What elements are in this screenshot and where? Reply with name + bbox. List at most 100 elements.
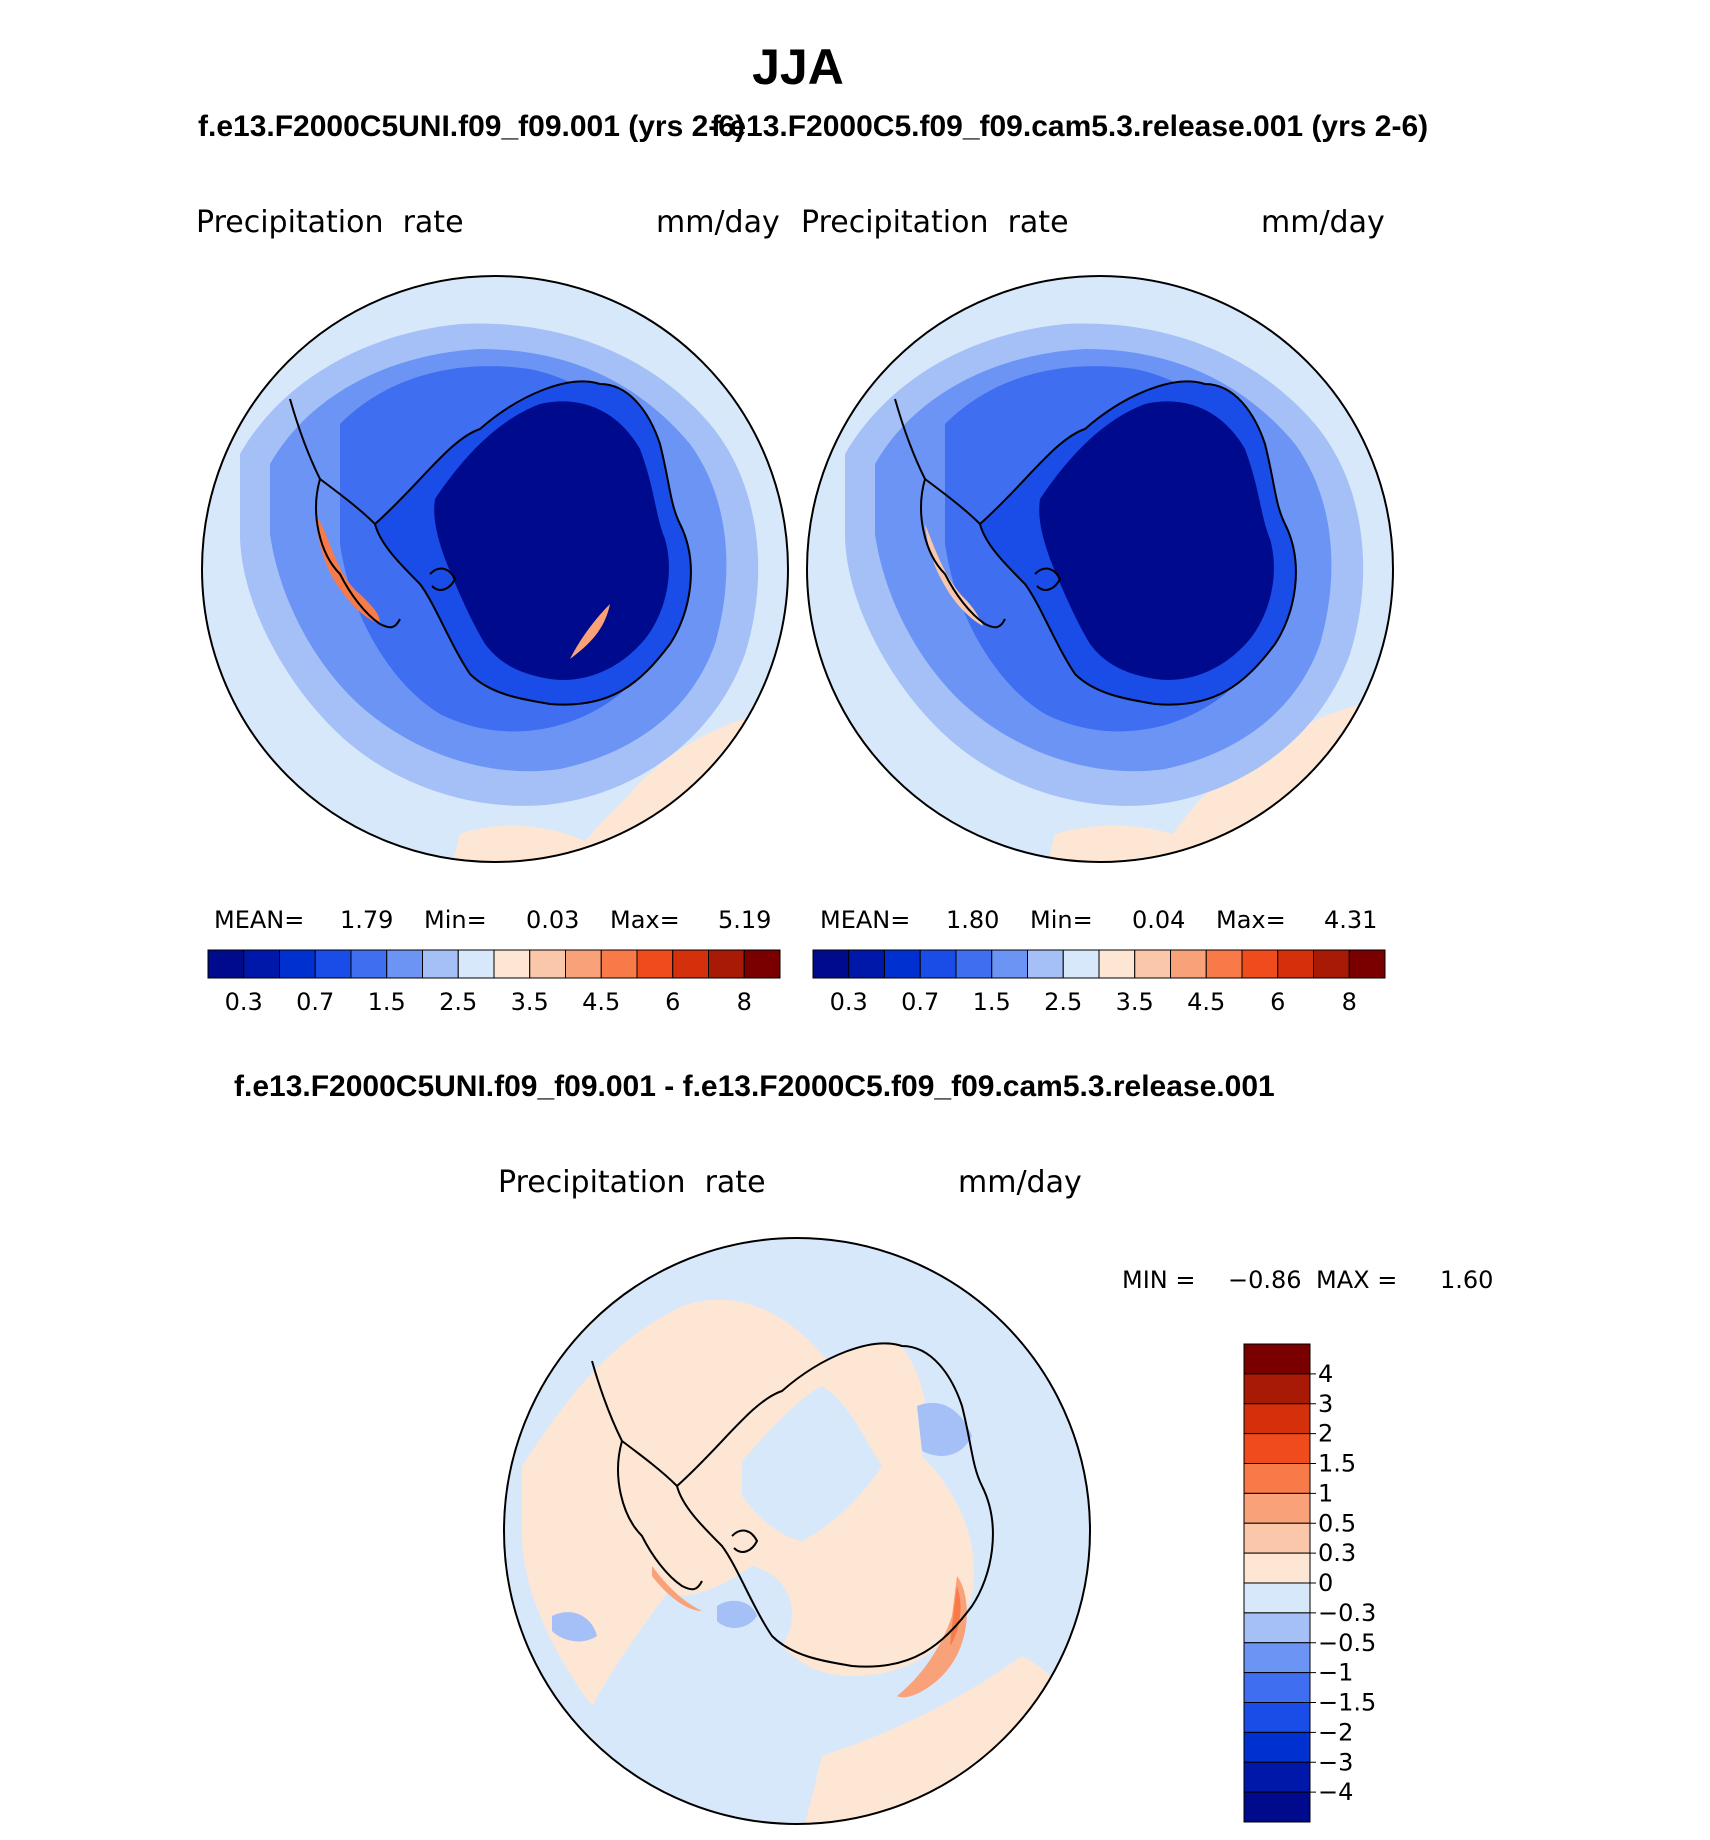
colorbar-swatch (457, 949, 495, 979)
colorbar-swatch (708, 949, 745, 979)
negative-region (917, 1402, 972, 1456)
colorbar-tick-label: 6 (1270, 988, 1285, 1016)
page-title: JJA (752, 39, 844, 95)
colorbar-swatch (207, 949, 245, 979)
colorbar-swatch (1243, 1433, 1311, 1464)
colorbar-swatch (1243, 1463, 1311, 1494)
colorbar-tick-label: 2.5 (439, 988, 477, 1016)
colorbar-swatch (848, 949, 885, 979)
colorbar-swatch (991, 949, 1028, 979)
panel2-units: mm/day (1261, 205, 1385, 240)
colorbar-swatch (1243, 1582, 1311, 1614)
colorbar-tick-label: −2 (1318, 1718, 1353, 1746)
colorbar-tick-label: −0.5 (1318, 1629, 1376, 1657)
colorbar-swatch (1243, 1642, 1311, 1674)
colorbar-tick-label: 3.5 (1116, 988, 1154, 1016)
coast-positive (897, 1576, 967, 1698)
colorbar-tick-label: −1 (1318, 1659, 1353, 1687)
colorbar-swatch (1241, 949, 1279, 979)
colorbar-tick-label: 3 (1318, 1390, 1333, 1418)
colorbar-swatch (884, 949, 921, 979)
peninsula-precip-high (925, 524, 983, 626)
colorbar-tick-label: 4.5 (582, 988, 620, 1016)
colorbar-swatch (1027, 949, 1064, 979)
colorbar-swatch (1134, 949, 1171, 979)
coastline (894, 380, 1297, 706)
panel3-min-label: MIN = (1122, 1266, 1196, 1294)
colorbar-panel-2: 0.3 0.7 1.5 2.5 3.5 4.5 6 8 (812, 949, 1386, 1016)
colorbar-swatch (1243, 1791, 1311, 1823)
colorbar-tick-label: 1.5 (973, 988, 1011, 1016)
colorbar-swatch (955, 949, 993, 979)
colorbar-tick-label: 3.5 (511, 988, 549, 1016)
panel1-min-label: Min= (424, 906, 487, 934)
colorbar-swatch (1243, 1492, 1311, 1524)
colorbar-swatch (1243, 1522, 1311, 1554)
colorbar-panel-1: 0.3 0.7 1.5 2.5 3.5 4.5 6 8 (207, 949, 781, 1016)
colorbar-swatch (1062, 949, 1100, 979)
colorbar-swatch (243, 949, 280, 979)
panel1-min-value: 0.03 (526, 906, 580, 934)
colorbar-tick-label: 6 (665, 988, 680, 1016)
colorbar-swatch (672, 949, 709, 979)
colorbar-tick-label: 0.5 (1318, 1509, 1356, 1537)
colorbar-tick-label: 1.5 (368, 988, 406, 1016)
map-panel-3 (503, 1237, 1091, 1825)
colorbar-swatch (1277, 949, 1314, 979)
colorbar-tick-label: 2.5 (1044, 988, 1082, 1016)
colorbar-swatch (600, 949, 638, 979)
map-boundary (806, 275, 1394, 863)
continent-interior (434, 401, 669, 680)
panel3-variable: Precipitation rate (498, 1165, 766, 1200)
colorbar-swatch (350, 949, 388, 979)
colorbar-swatch (743, 949, 781, 979)
colorbar-tick-label: 0.7 (296, 988, 334, 1016)
panel1-variable: Precipitation rate (196, 205, 464, 240)
colorbar-tick-label: 2 (1318, 1420, 1333, 1448)
panel2-mean-value: 1.80 (946, 906, 1000, 934)
negative-region (552, 1612, 597, 1642)
panel3-units: mm/day (958, 1165, 1082, 1200)
case1-title: f.e13.F2000C5UNI.f09_f09.001 (yrs 2-6) (198, 110, 745, 143)
colorbar-swatch (1243, 1552, 1311, 1584)
colorbar-tick-label: 4 (1318, 1360, 1333, 1388)
panel2-max-label: Max= (1216, 906, 1286, 934)
negative-region (717, 1600, 757, 1628)
colorbar-swatch (812, 949, 850, 979)
colorbar-tick-label: −3 (1318, 1748, 1353, 1776)
colorbar-swatch (386, 949, 423, 979)
colorbar-swatch (1243, 1612, 1311, 1644)
peninsula-precip-high (570, 604, 610, 659)
map-panel-1 (201, 275, 789, 863)
panel2-min-value: 0.04 (1132, 906, 1186, 934)
continent-interior-negative (742, 1386, 882, 1541)
colorbar-tick-label: 0 (1318, 1569, 1333, 1597)
colorbar-swatch (1243, 1343, 1311, 1375)
colorbar-tick-label: 0.3 (225, 988, 263, 1016)
panel2-min-label: Min= (1030, 906, 1093, 934)
map-panel-2 (806, 275, 1394, 863)
colorbar-swatch (1243, 1373, 1311, 1405)
colorbar-swatch (1313, 949, 1350, 979)
colorbar-swatch (1243, 1731, 1311, 1763)
colorbar-tick-label: −1.5 (1318, 1689, 1376, 1717)
continent-interior (1039, 401, 1274, 680)
colorbar-swatch (565, 949, 602, 979)
colorbar-swatch (1243, 1672, 1311, 1703)
panel1-mean-label: MEAN= (214, 906, 305, 934)
colorbar-swatch (314, 949, 352, 979)
colorbar-swatch (919, 949, 957, 979)
colorbar-swatch (493, 949, 531, 979)
peninsula-precip-high (315, 514, 380, 624)
colorbar-tick-label: 4.5 (1187, 988, 1225, 1016)
colorbar-swatch (1243, 1761, 1311, 1793)
colorbar-tick-label: 0.7 (901, 988, 939, 1016)
colorbar-tick-label: 8 (1342, 988, 1357, 1016)
map-boundary (503, 1237, 1091, 1825)
panel2-variable: Precipitation rate (801, 205, 1069, 240)
colorbar-swatch (1098, 949, 1136, 979)
colorbar-tick-label: 1.5 (1318, 1450, 1356, 1478)
panel1-mean-value: 1.79 (340, 906, 394, 934)
panel1-max-label: Max= (610, 906, 680, 934)
